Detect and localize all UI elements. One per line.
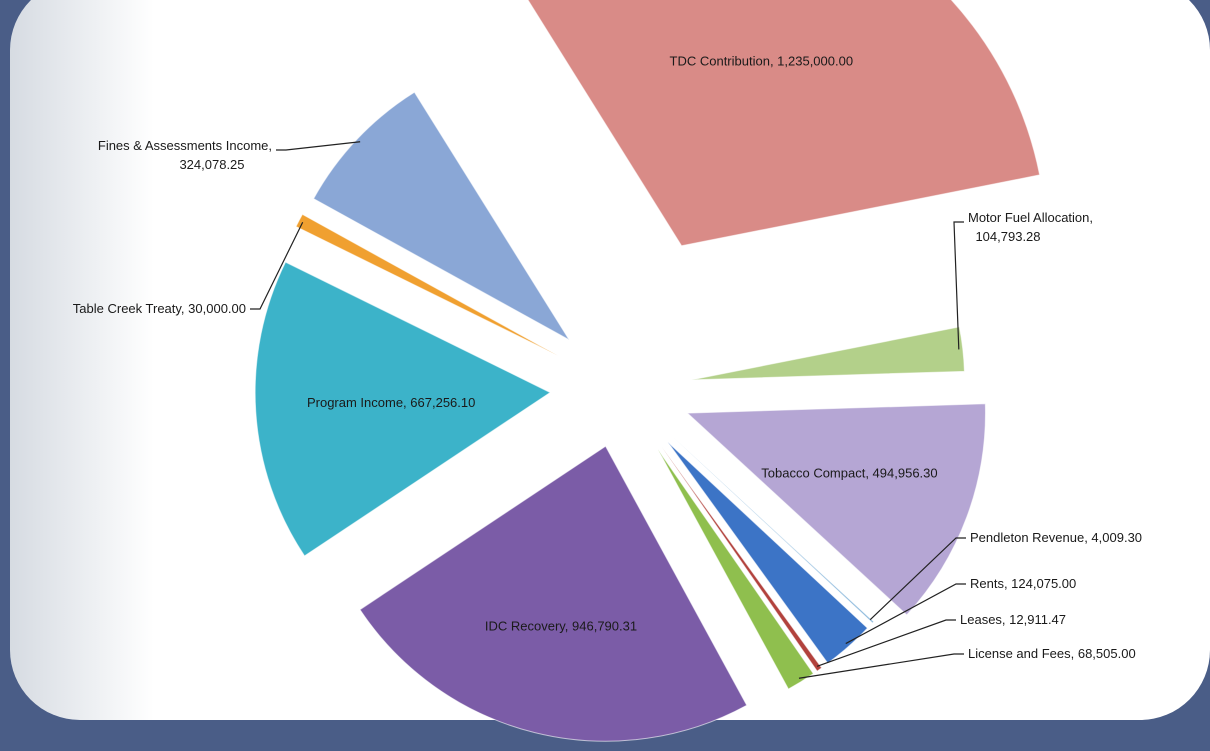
slice-label-tdc-contribution: TDC Contribution, 1,235,000.00 [670, 54, 854, 69]
pie-slices [254, 0, 1041, 742]
slice-pendleton-revenue [672, 436, 875, 624]
leader-line-fines-and-assessments-income [276, 141, 361, 151]
slice-idc-recovery [359, 445, 748, 742]
leader-line-leases [816, 619, 956, 667]
slice-label-program-income: Program Income, 667,256.10 [307, 395, 475, 410]
slice-license-and-fees [657, 449, 815, 690]
slice-fines-and-assessments-income [312, 91, 571, 342]
slice-labels: TDC Contribution, 1,235,000.00 Motor Fuel… [73, 54, 1142, 661]
leader-line-motor-fuel-allocation [953, 221, 964, 350]
slice-program-income [254, 261, 552, 557]
slice-leases [661, 446, 823, 672]
slice-label-idc-recovery: IDC Recovery, 946,790.31 [485, 619, 637, 634]
leader-line-table-creek-treaty [250, 222, 304, 310]
slice-label-rents: Rents, 124,075.00 [970, 576, 1076, 591]
slice-rents [667, 441, 869, 664]
leader-line-license-and-fees [798, 653, 964, 679]
leader-line-pendleton-revenue [869, 537, 966, 621]
slice-label-license-and-fees: License and Fees, 68,505.00 [968, 646, 1136, 661]
slice-label-pendleton-revenue: Pendleton Revenue, 4,009.30 [970, 530, 1142, 545]
slice-label-leases: Leases, 12,911.47 [960, 612, 1066, 627]
slice-motor-fuel-allocation [691, 326, 965, 381]
leader-lines [250, 141, 966, 679]
slice-label-motor-fuel-allocation: Motor Fuel Allocation, 104,793.28 [968, 210, 1093, 244]
slice-table-creek-treaty [295, 213, 559, 357]
slice-tdc-contribution [527, 0, 1041, 247]
slice-label-fines-and-assessments-income: Fines & Assessments Income, 324,078.25 [98, 138, 272, 172]
slice-label-table-creek-treaty: Table Creek Treaty, 30,000.00 [73, 301, 246, 316]
leader-line-rents [845, 583, 966, 645]
slice-label-tobacco-compact: Tobacco Compact, 494,956.30 [761, 465, 937, 480]
slice-tobacco-compact [686, 403, 986, 616]
